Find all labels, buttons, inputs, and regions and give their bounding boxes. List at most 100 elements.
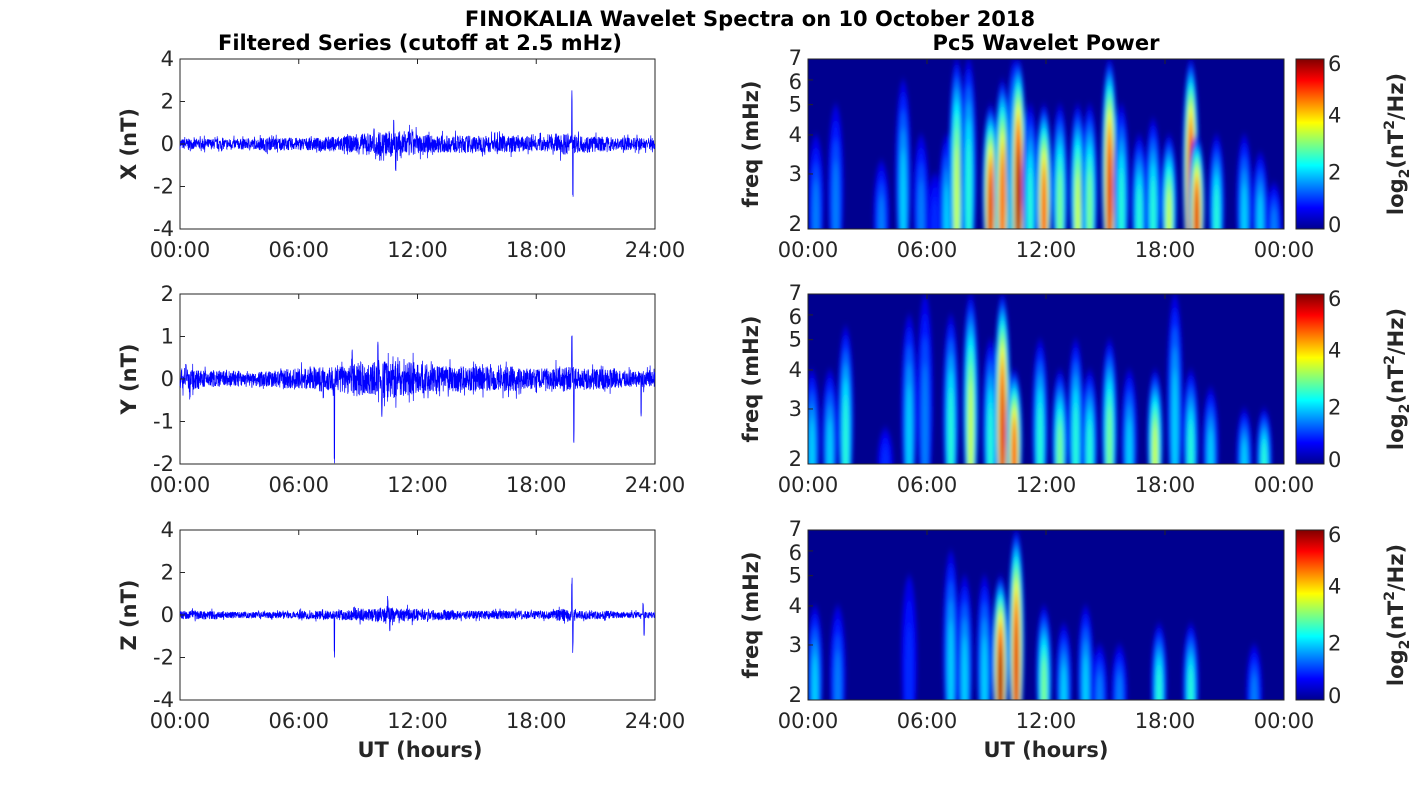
colorbar-tick-label: 2 xyxy=(1328,631,1341,655)
wavelet-burst xyxy=(948,388,953,464)
wavelet-burst xyxy=(835,650,841,700)
colorbar-label-part: (nT xyxy=(1384,364,1408,404)
wavelet-burst xyxy=(1195,192,1199,229)
colorbar-label: log2(nT2/Hz) xyxy=(1382,308,1413,450)
colorbar-tick-label: 4 xyxy=(1328,339,1341,363)
xtick-label: 00:00 xyxy=(1254,238,1315,262)
wavelet-burst xyxy=(1087,420,1092,464)
colorbar-label-part: (nT xyxy=(1384,129,1408,169)
colorbar-tick-label: 4 xyxy=(1328,104,1341,128)
colorbar-tick-label: 4 xyxy=(1328,575,1341,599)
ytick-label: 7 xyxy=(789,46,802,70)
wavelet-burst xyxy=(1107,405,1112,464)
xtick-label: 00:00 xyxy=(150,473,211,497)
wavelet-burst xyxy=(1241,183,1247,229)
wavelet-burst xyxy=(1137,185,1142,229)
xtick-label: 12:00 xyxy=(387,238,448,262)
ytick-label: 0 xyxy=(161,603,174,627)
colorbar-tick-label: 6 xyxy=(1328,52,1341,76)
wavelet-burst xyxy=(1000,162,1005,229)
heatmap xyxy=(808,294,1273,464)
wavelet-burst xyxy=(809,418,815,464)
ytick-label: 2 xyxy=(789,447,802,471)
ytick-label: 2 xyxy=(161,282,174,306)
wavelet-burst xyxy=(1042,658,1047,700)
colorbar-tick-label: 2 xyxy=(1328,395,1341,419)
xtick-label: 12:00 xyxy=(1016,709,1077,733)
ytick-label: 3 xyxy=(789,633,802,657)
wavelet-burst xyxy=(1257,193,1263,229)
wavelet-burst xyxy=(827,418,833,464)
xtick-label: 18:00 xyxy=(506,473,567,497)
wavelet-burst xyxy=(1251,673,1257,700)
heatmap xyxy=(808,59,1283,229)
ytick-label: 7 xyxy=(789,517,802,541)
wavelet-burst xyxy=(1116,673,1123,700)
wavelet-burst xyxy=(988,403,993,464)
wavelet-burst xyxy=(812,654,818,700)
ytick-label: -2 xyxy=(153,175,174,199)
wavelet-burst xyxy=(931,198,939,229)
wavelet-burst xyxy=(1096,673,1103,700)
ytick-label: 2 xyxy=(789,212,802,236)
colorbar-label-part: log xyxy=(1384,413,1408,450)
wavelet-burst xyxy=(1073,403,1078,464)
xtick-label: 12:00 xyxy=(387,473,448,497)
wavelet-burst xyxy=(1061,664,1067,700)
wavelet-burst xyxy=(813,179,819,229)
ytick-label: -4 xyxy=(153,688,174,712)
wavelet-burst xyxy=(962,636,968,700)
xtick-label: 24:00 xyxy=(625,473,686,497)
wavelet-burst xyxy=(1027,168,1033,229)
ytick-label: 3 xyxy=(789,162,802,186)
ytick-label: 6 xyxy=(789,541,802,565)
series-line-Z xyxy=(179,577,656,658)
wavelet-burst xyxy=(1167,188,1171,229)
ytick-label: -2 xyxy=(153,646,174,670)
wavelet-burst xyxy=(843,395,848,464)
colorbar-gradient xyxy=(1295,58,1325,230)
colorbar-label-part: 2 xyxy=(1397,404,1413,414)
ytick-label: 4 xyxy=(789,358,802,382)
xtick-label: 00:00 xyxy=(1254,473,1315,497)
right-column-title: Pc5 Wavelet Power xyxy=(933,31,1161,55)
wavelet-burst xyxy=(1075,172,1080,229)
left-xlabel: UT (hours) xyxy=(357,738,482,762)
ylabel: freq (mHz) xyxy=(739,552,763,679)
wavelet-burst xyxy=(882,445,889,464)
wavelet-burst xyxy=(1057,422,1062,464)
ylabel: X (nT) xyxy=(117,108,141,180)
colorbar-label-part: log xyxy=(1384,178,1408,215)
colorbar-label-part: /Hz) xyxy=(1384,544,1408,591)
ytick-label: 7 xyxy=(789,281,802,305)
colorbar-tick-label: 0 xyxy=(1328,213,1341,237)
xtick-label: 12:00 xyxy=(1016,473,1077,497)
wavelet-burst xyxy=(1057,170,1062,229)
wavelet-burst xyxy=(1037,403,1043,464)
colorbar-label: log2(nT2/Hz) xyxy=(1382,73,1413,215)
ytick-label: 6 xyxy=(789,305,802,329)
heatmap xyxy=(808,530,1263,700)
left-column-title: Filtered Series (cutoff at 2.5 mHz) xyxy=(218,31,622,55)
ytick-label: 0 xyxy=(161,132,174,156)
wavelet-burst xyxy=(1271,207,1277,229)
right-xlabel: UT (hours) xyxy=(983,738,1108,762)
wavelet-burst xyxy=(1153,423,1157,464)
ytick-label: 4 xyxy=(161,47,174,71)
timeseries-panel-Y: -2 -1 0 1 2 00:00 06:00 12:00 18:00 24:00 Y (nT) xyxy=(117,282,685,497)
wavelet-burst xyxy=(988,176,993,229)
ytick-label: 2 xyxy=(161,561,174,585)
colorbar-label-part: /Hz) xyxy=(1384,73,1408,120)
xtick-label: 06:00 xyxy=(897,473,958,497)
wavelet-burst xyxy=(922,363,928,464)
colorbar-tick-label: 6 xyxy=(1328,523,1341,547)
series-line-X xyxy=(179,90,656,197)
xtick-label: 06:00 xyxy=(897,709,958,733)
wavelet-burst xyxy=(998,648,1002,700)
xtick-label: 00:00 xyxy=(150,709,211,733)
xtick-label: 00:00 xyxy=(150,238,211,262)
xtick-label: 24:00 xyxy=(625,238,686,262)
ytick-label: -1 xyxy=(153,410,174,434)
